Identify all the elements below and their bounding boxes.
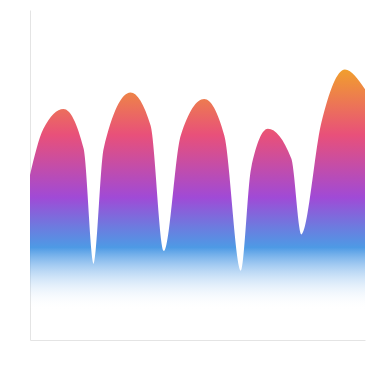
chart-container <box>0 0 384 384</box>
x-axis <box>31 340 366 341</box>
axis-line <box>31 340 366 341</box>
plot-area <box>30 69 365 340</box>
chart-svg <box>0 0 384 384</box>
area <box>30 69 365 340</box>
